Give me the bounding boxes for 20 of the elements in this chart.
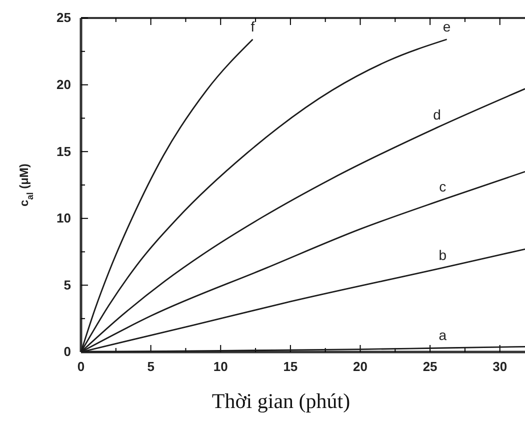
y-tick-label: 0 [64, 344, 71, 360]
series-label: b [438, 246, 447, 263]
y-tick-label: 10 [56, 210, 71, 226]
x-tick-label: 25 [422, 359, 438, 374]
y-tick-label: 5 [64, 277, 71, 292]
series-label: e [442, 18, 451, 34]
x-tick-label: 0 [77, 359, 85, 374]
x-tick-label: 10 [213, 359, 228, 374]
x-axis-title: Thời gian (phút) [212, 389, 350, 413]
series-label: a [438, 326, 447, 343]
y-tick-label: 15 [56, 144, 71, 159]
x-tick-label: 20 [353, 359, 368, 374]
y-tick-label: 20 [56, 76, 71, 92]
x-tick-label: 15 [283, 359, 298, 374]
series-label: d [433, 106, 441, 123]
x-tick-label: 5 [147, 359, 154, 374]
x-tick-label: 30 [492, 359, 508, 374]
series-label: f [250, 18, 255, 34]
series-label: c [439, 178, 446, 195]
y-tick-label: 25 [56, 10, 71, 26]
